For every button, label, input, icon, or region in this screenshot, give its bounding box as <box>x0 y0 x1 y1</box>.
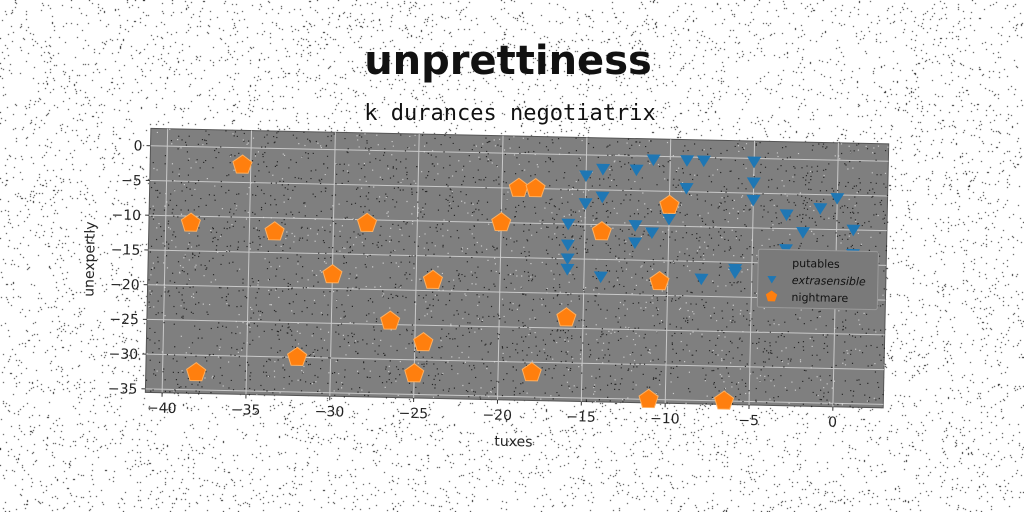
axis-ticks: −40 −35 −30 −25 −20 −15 −10 −5 0 0 −5 −10 −15 −20 −25 −… <box>108 138 837 431</box>
extrasensible-point <box>578 198 593 210</box>
extrasensible-point <box>629 164 644 177</box>
data-marks <box>180 154 861 410</box>
extrasensible-point <box>593 271 608 284</box>
chart-subtitle: k durances negotiatrix <box>364 101 655 126</box>
chart-title: unprettiness <box>364 38 652 84</box>
extrasensible-point <box>746 177 761 190</box>
y-tick-label: −20 <box>110 277 140 294</box>
nightmare-point <box>180 212 201 232</box>
extrasensible-point <box>679 182 694 195</box>
nightmare-point <box>525 177 546 198</box>
extrasensible-point <box>628 220 643 232</box>
y-gridline <box>149 214 887 232</box>
legend-label: nightmare <box>791 291 848 305</box>
extrasensible-point <box>830 192 845 205</box>
nightmare-point <box>413 331 434 352</box>
x-tick-label: −5 <box>738 413 759 429</box>
nightmare-point <box>508 177 529 197</box>
plot-group: −40 −35 −30 −25 −20 −15 −10 −5 0 0 −5 −10 −15 −20 −25 −… <box>81 127 890 451</box>
legend-pentagon-icon <box>765 290 778 302</box>
x-tick-label: −35 <box>231 402 261 419</box>
x-tick-label: 0 <box>828 415 837 431</box>
nightmare-point <box>232 154 253 174</box>
nightmare-point <box>287 346 308 367</box>
x-axis-label: tuxes <box>494 434 532 451</box>
plot-speckle-path <box>145 130 889 409</box>
nightmare-point <box>556 307 577 327</box>
y-tick-label: 0 <box>133 138 142 154</box>
extrasensible-point <box>662 213 677 226</box>
extrasensible-point <box>645 227 660 240</box>
nightmare-point <box>649 270 670 291</box>
extrasensible-point <box>696 155 711 168</box>
y-tick-label: −35 <box>108 381 138 398</box>
x-tick-label: −25 <box>398 406 428 423</box>
x-tick-label: −10 <box>650 411 680 428</box>
x-gridline <box>161 128 169 393</box>
extrasensible-point <box>779 209 794 221</box>
extrasensible-point <box>694 273 709 286</box>
extrasensible-point <box>646 154 661 167</box>
extrasensible-point <box>579 170 594 183</box>
x-gridline <box>664 139 672 404</box>
extrasensible-point <box>560 239 575 252</box>
y-tick-label: −30 <box>108 346 138 363</box>
y-axis-label: unexpertly <box>81 221 99 297</box>
extrasensible-point <box>596 163 611 176</box>
extrasensible-point <box>846 224 861 237</box>
y-gridline <box>146 353 885 371</box>
y-tick-label: −25 <box>109 312 139 329</box>
nightmare-point <box>491 211 512 232</box>
nightmare-point <box>521 362 542 382</box>
nightmare-point <box>659 194 680 215</box>
nightmare-point <box>713 390 735 410</box>
extrasensible-point <box>560 253 575 266</box>
extrasensible-point <box>728 267 743 279</box>
extrasensible-point <box>561 218 576 231</box>
legend: putables extrasensible nightmare <box>756 248 879 311</box>
nightmare-point <box>322 264 343 284</box>
legend-box <box>756 248 879 311</box>
x-gridline <box>245 130 253 395</box>
nightmare-point <box>380 310 401 330</box>
extrasensible-point <box>796 227 811 239</box>
y-gridline <box>145 388 884 405</box>
x-gridline <box>497 135 504 400</box>
plot-speckle <box>145 128 889 409</box>
x-tick-label: −20 <box>482 407 512 424</box>
legend-label: extrasensible <box>792 274 866 289</box>
extrasensible-point <box>747 156 762 169</box>
legend-label: putables <box>792 257 840 271</box>
y-tick-label: −10 <box>111 207 141 224</box>
x-tick-label: −15 <box>566 409 596 426</box>
extrasensible-point <box>560 263 575 276</box>
legend-triangle-icon <box>767 275 777 284</box>
y-gridline <box>146 318 885 336</box>
x-tick-label: −30 <box>315 404 345 421</box>
nightmare-point <box>404 363 425 383</box>
extrasensible-point <box>813 203 828 215</box>
extrasensible-point <box>680 155 695 167</box>
nightmare-point <box>356 212 378 232</box>
nightmare-point <box>638 388 659 409</box>
extrasensible-point <box>628 237 643 250</box>
nightmare-point <box>591 221 612 241</box>
x-gridline <box>413 134 420 398</box>
y-tick-label: −15 <box>111 242 141 259</box>
nightmare-point <box>186 361 207 382</box>
extrasensible-point <box>595 191 610 204</box>
nightmare-point <box>422 269 444 289</box>
y-tick-label: −5 <box>121 173 142 189</box>
x-tick-label: −40 <box>147 400 177 417</box>
nightmare-point <box>264 221 285 241</box>
extrasensible-point <box>746 194 761 207</box>
